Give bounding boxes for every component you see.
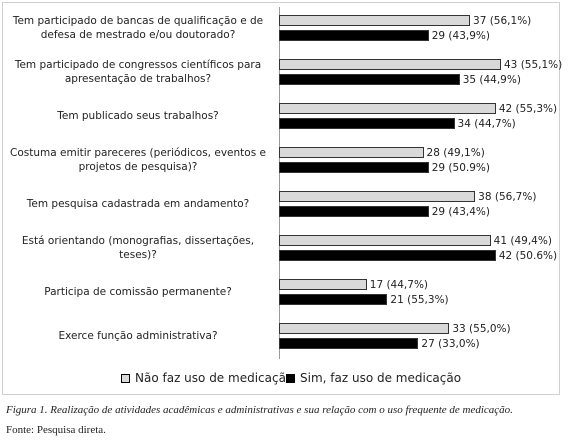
category-label: Exerce função administrativa? — [58, 330, 218, 342]
category-label: Tem participado de bancas de qualificaçã… — [12, 15, 264, 41]
bar — [279, 323, 450, 334]
bar — [279, 206, 429, 217]
legend-swatch — [121, 373, 130, 383]
category-label: Tem participado de congressos científico… — [14, 59, 262, 85]
category-label: Tem publicado seus trabalhos? — [57, 110, 219, 122]
bar — [279, 147, 424, 158]
bar — [279, 30, 429, 41]
bar — [279, 279, 367, 290]
bar — [279, 191, 476, 202]
category-label: Tem pesquisa cadastrada em andamento? — [26, 198, 250, 210]
bar — [279, 59, 501, 70]
bar — [279, 162, 429, 173]
axis-line — [279, 7, 280, 359]
value-label: 28 (49,1%) — [426, 147, 485, 159]
value-label: 37 (56,1%) — [473, 15, 532, 27]
value-label: 35 (44,9%) — [462, 74, 521, 86]
category-label: Participa de comissão permanente? — [44, 286, 232, 298]
legend-label: Sim, faz uso de medicação — [300, 371, 462, 385]
legend-item: Sim, faz uso de medicação — [286, 371, 461, 385]
value-label: 29 (50.9%) — [431, 162, 490, 174]
bar — [279, 338, 419, 349]
category-label: Está orientando (monografias, dissertaçõ… — [21, 235, 255, 261]
legend-label: Não faz uso de medicação — [135, 371, 294, 385]
value-label: 33 (55,0%) — [452, 323, 511, 335]
bar — [279, 118, 455, 129]
source: Fonte: Pesquisa direta. — [6, 424, 106, 436]
value-label: 29 (43,4%) — [431, 206, 490, 218]
value-label: 21 (55,3%) — [390, 294, 449, 306]
value-label: 17 (44,7%) — [369, 279, 429, 291]
bar — [279, 294, 388, 305]
value-label: 42 (50.6%) — [498, 250, 558, 262]
bar — [279, 250, 496, 261]
bar — [279, 103, 496, 114]
value-label: 41 (49,4%) — [493, 235, 552, 247]
chart: Tem participado de bancas de qualificaçã… — [2, 2, 563, 395]
bar — [279, 15, 471, 26]
caption: Figura 1. Realização de atividades acadê… — [6, 404, 513, 416]
value-label: 27 (33,0%) — [421, 338, 480, 350]
legend-swatch — [286, 373, 295, 383]
bar — [279, 74, 460, 85]
value-label: 42 (55,3%) — [498, 103, 558, 115]
value-label: 38 (56,7%) — [478, 191, 537, 203]
value-label: 34 (44,7%) — [457, 118, 516, 130]
category-label: Costuma emitir pareceres (periódicos, ev… — [10, 147, 266, 173]
legend-item: Não faz uso de medicação — [121, 371, 293, 385]
value-label: 29 (43,9%) — [431, 30, 490, 42]
bar — [279, 235, 491, 246]
value-label: 43 (55,1%) — [504, 59, 563, 71]
